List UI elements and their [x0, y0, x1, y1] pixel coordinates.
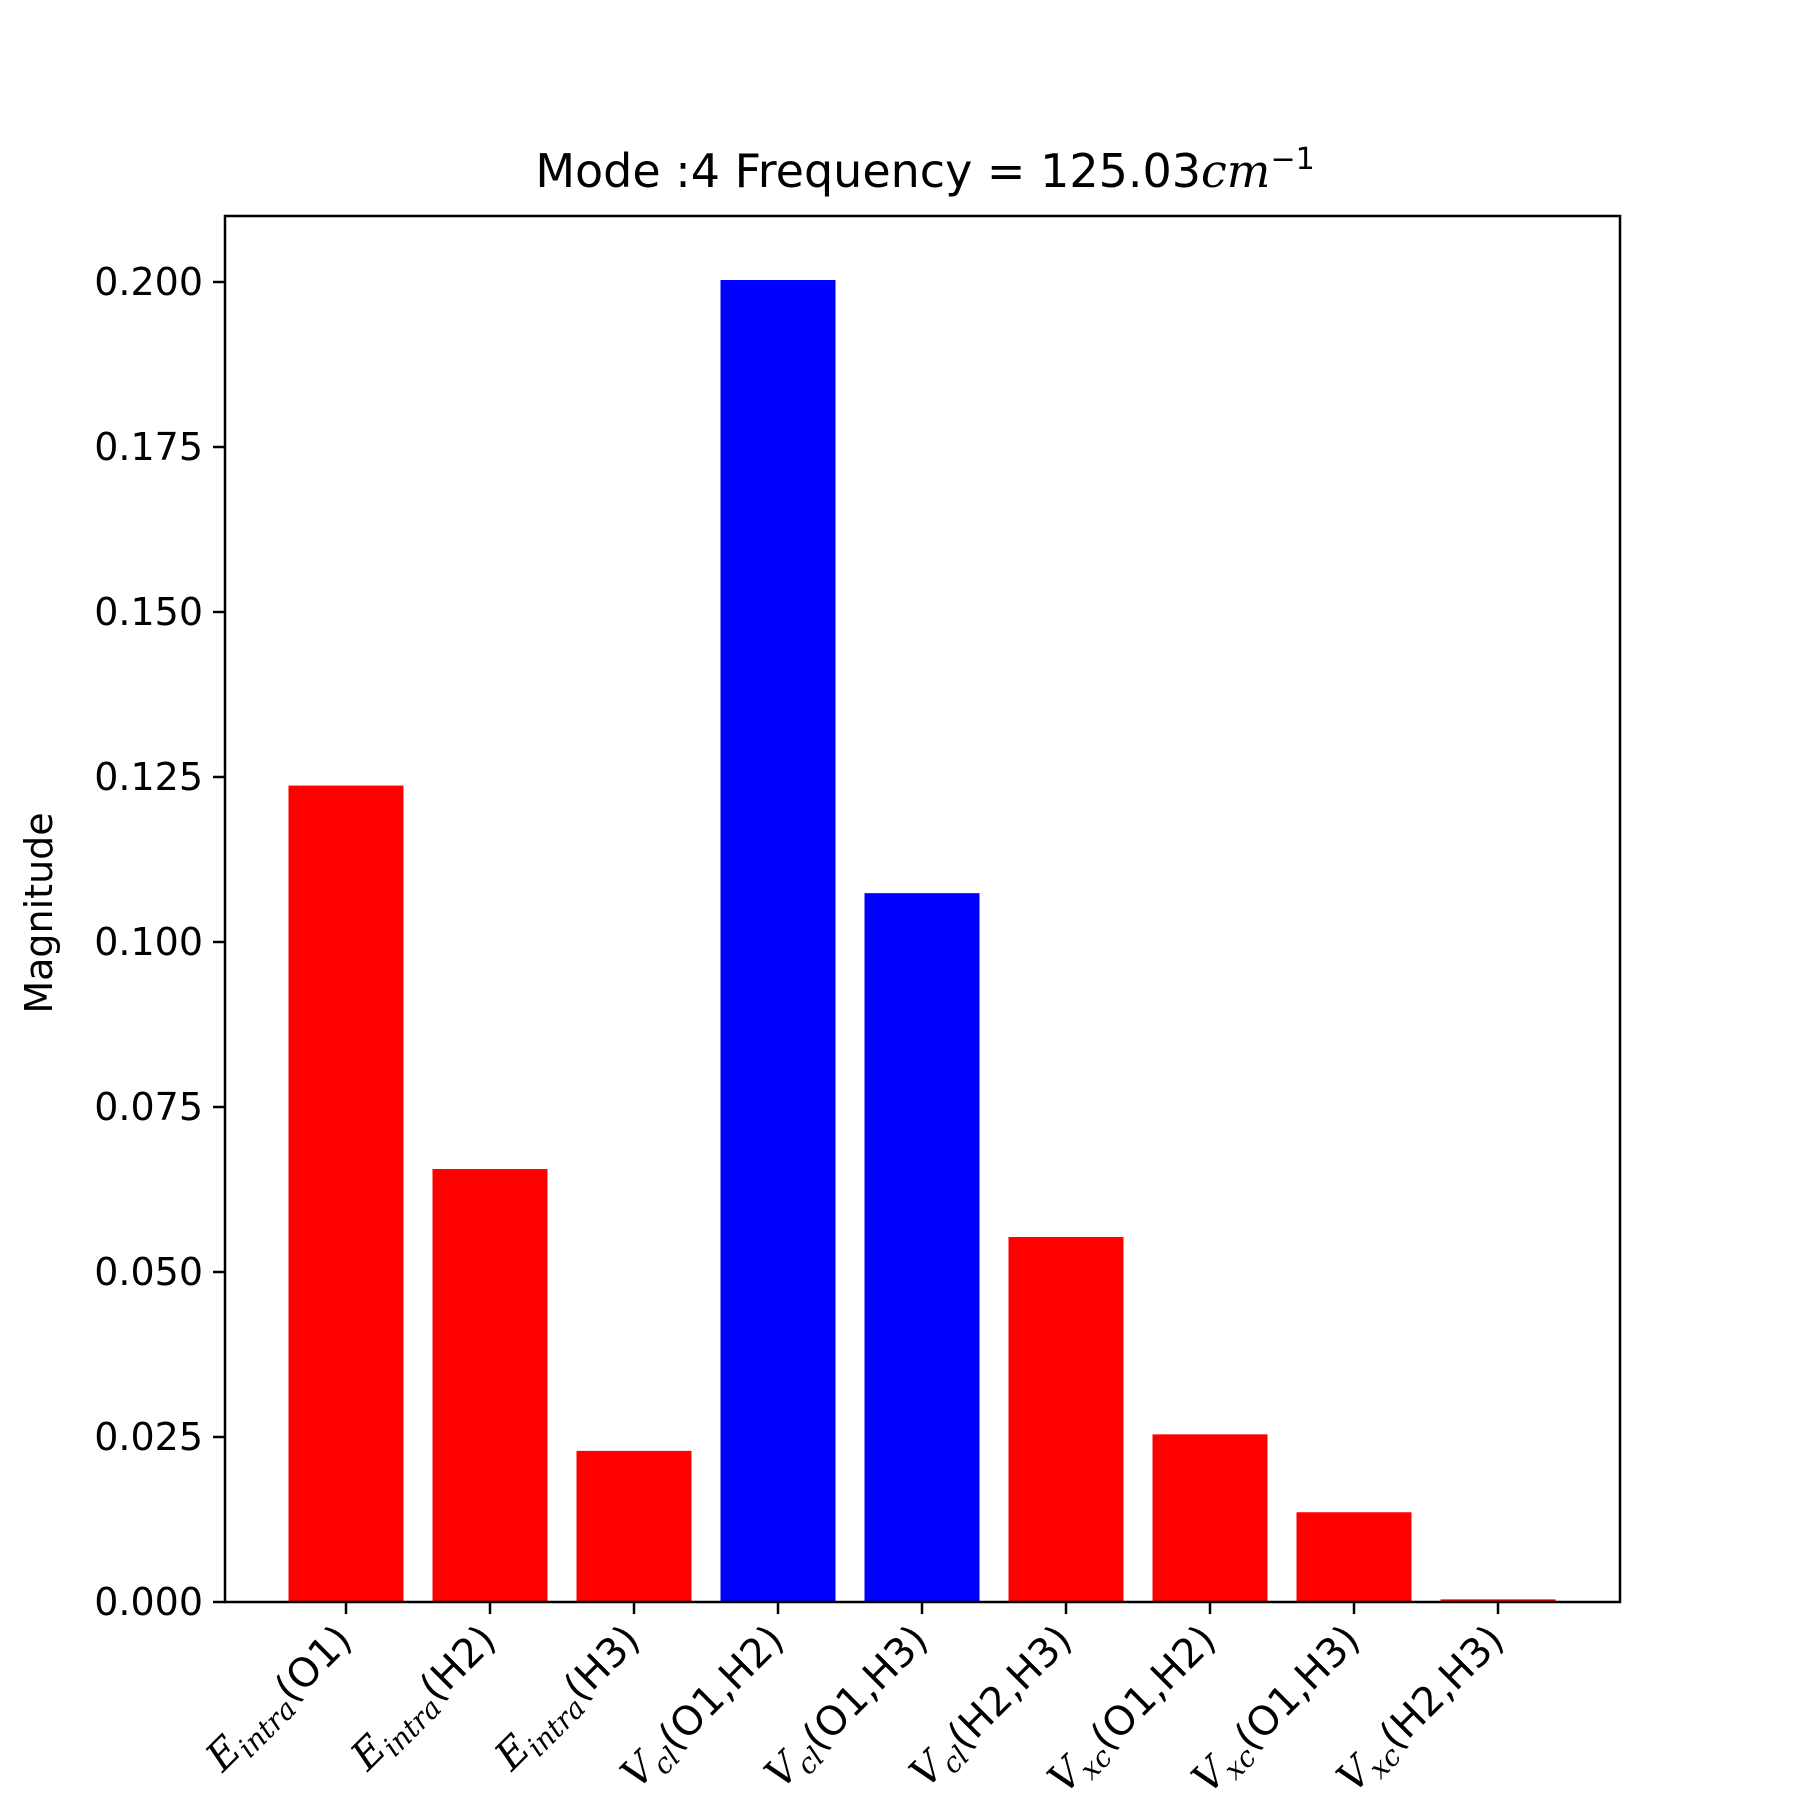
y-tick-label-1: 0.025 [94, 1415, 203, 1459]
bar-8 [1440, 1599, 1556, 1602]
y-tick-label-5: 0.125 [94, 755, 203, 799]
bar-1 [432, 1169, 548, 1602]
y-tick-label-0: 0.000 [94, 1580, 203, 1624]
x-axis: Eintra(O1)Eintra(H2)Eintra(H3)Vcl(O1,H2)… [197, 1602, 1513, 1800]
chart-title-prefix: Mode :4 Frequency = 125.03 [535, 144, 1201, 198]
chart-title: Mode :4 Frequency = 125.03cm−1 [535, 142, 1314, 198]
x-tick-label-1: Eintra(H2) [342, 1617, 510, 1785]
bars-group [288, 280, 1556, 1602]
bar-4 [864, 893, 980, 1602]
bar-6 [1152, 1434, 1268, 1602]
chart-title-exponent: −1 [1270, 142, 1314, 177]
y-axis: 0.000 0.025 0.050 0.075 0.100 0.125 0.150 0.175… [94, 260, 225, 1624]
y-axis-label: Magnitude [17, 812, 61, 1013]
y-tick-label-7: 0.175 [94, 425, 203, 469]
chart-title-unit: cm [1201, 144, 1270, 198]
bar-7 [1296, 1512, 1412, 1602]
y-tick-label-2: 0.050 [94, 1250, 203, 1294]
bar-0 [288, 785, 404, 1602]
y-tick-label-4: 0.100 [94, 920, 203, 964]
bar-5 [1008, 1237, 1124, 1602]
bar-3 [720, 280, 836, 1602]
y-tick-label-8: 0.200 [94, 260, 203, 304]
y-tick-label-3: 0.075 [94, 1085, 203, 1129]
x-tick-label-0: Eintra(O1) [197, 1617, 366, 1786]
bar-2 [576, 1450, 692, 1602]
plot-frame [223, 214, 1622, 1604]
y-tick-label-6: 0.150 [94, 590, 203, 634]
